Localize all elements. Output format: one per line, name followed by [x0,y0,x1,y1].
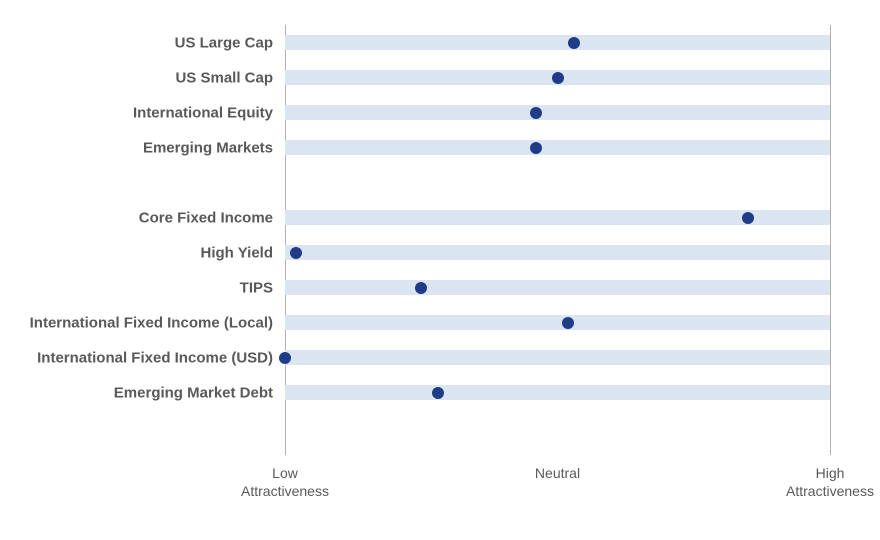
row-bar [285,280,830,295]
row-label: US Large Cap [175,34,285,51]
row-bar [285,385,830,400]
x-axis-tick-label: Neutral [488,465,628,483]
chart-row: International Fixed Income (Local) [285,305,830,340]
row-marker [568,37,580,49]
x-axis-tick-label: High Attractiveness [760,465,880,500]
row-marker [432,387,444,399]
chart-row: Core Fixed Income [285,200,830,235]
chart-row: International Fixed Income (USD) [285,340,830,375]
chart-row: US Small Cap [285,60,830,95]
row-label: International Equity [133,104,285,121]
row-label: International Fixed Income (Local) [30,314,285,331]
row-marker [415,282,427,294]
row-bar [285,350,830,365]
row-label: High Yield [200,244,285,261]
row-bar [285,140,830,155]
row-marker [530,142,542,154]
chart-row: TIPS [285,270,830,305]
asset-attractiveness-chart: US Large CapUS Small CapInternational Eq… [0,0,880,540]
row-label: Emerging Markets [143,139,285,156]
row-marker [562,317,574,329]
row-label: Emerging Market Debt [114,384,285,401]
chart-row: High Yield [285,235,830,270]
row-marker [742,212,754,224]
row-label: Core Fixed Income [139,209,285,226]
row-bar [285,105,830,120]
row-label: US Small Cap [175,69,285,86]
row-marker [279,352,291,364]
chart-row: US Large Cap [285,25,830,60]
row-marker [290,247,302,259]
row-marker [530,107,542,119]
chart-row: Emerging Markets [285,130,830,165]
chart-row: International Equity [285,95,830,130]
row-label: TIPS [240,279,285,296]
chart-row: Emerging Market Debt [285,375,830,410]
axis-line-right [830,25,831,455]
plot-area: US Large CapUS Small CapInternational Eq… [285,25,830,455]
row-bar [285,35,830,50]
row-marker [552,72,564,84]
row-bar [285,245,830,260]
x-axis-tick-label: Low Attractiveness [215,465,355,500]
row-label: International Fixed Income (USD) [37,349,285,366]
row-bar [285,315,830,330]
